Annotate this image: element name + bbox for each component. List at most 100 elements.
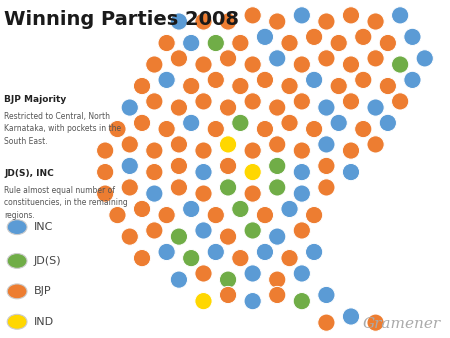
Circle shape <box>269 136 286 153</box>
Circle shape <box>170 228 188 245</box>
Text: JD(S), INC: JD(S), INC <box>4 169 54 178</box>
Circle shape <box>244 222 261 239</box>
Circle shape <box>269 228 286 245</box>
Circle shape <box>244 265 261 282</box>
Circle shape <box>281 249 298 267</box>
Text: Restricted to Central, North
Karnataka, with pockets in the
South East.: Restricted to Central, North Karnataka, … <box>4 112 122 146</box>
Circle shape <box>220 99 237 116</box>
Circle shape <box>170 136 188 153</box>
Circle shape <box>220 136 237 153</box>
Circle shape <box>232 200 249 218</box>
Circle shape <box>318 13 335 30</box>
Circle shape <box>355 28 372 46</box>
Circle shape <box>146 185 163 202</box>
Circle shape <box>146 56 163 73</box>
Circle shape <box>342 308 360 325</box>
Circle shape <box>170 271 188 288</box>
Circle shape <box>379 34 396 52</box>
Circle shape <box>207 34 225 52</box>
Circle shape <box>121 228 138 245</box>
Circle shape <box>293 142 310 159</box>
Circle shape <box>306 71 323 89</box>
Circle shape <box>306 120 323 138</box>
Circle shape <box>121 136 138 153</box>
Circle shape <box>121 157 138 174</box>
Circle shape <box>404 28 421 46</box>
Circle shape <box>392 93 409 110</box>
Circle shape <box>355 71 372 89</box>
Circle shape <box>269 286 286 304</box>
Circle shape <box>281 34 298 52</box>
Circle shape <box>244 292 261 310</box>
Circle shape <box>134 200 151 218</box>
Circle shape <box>232 77 249 95</box>
Circle shape <box>195 13 212 30</box>
Circle shape <box>269 157 286 174</box>
Circle shape <box>195 164 212 181</box>
Circle shape <box>134 249 151 267</box>
Circle shape <box>195 222 212 239</box>
Circle shape <box>97 164 114 181</box>
Circle shape <box>134 77 151 95</box>
Circle shape <box>195 56 212 73</box>
Circle shape <box>170 50 188 67</box>
Circle shape <box>146 164 163 181</box>
Circle shape <box>342 93 360 110</box>
Circle shape <box>306 207 323 224</box>
Circle shape <box>342 164 360 181</box>
Circle shape <box>121 99 138 116</box>
Circle shape <box>269 271 286 288</box>
Circle shape <box>256 207 274 224</box>
Circle shape <box>318 314 335 331</box>
Circle shape <box>293 164 310 181</box>
Circle shape <box>183 200 200 218</box>
Circle shape <box>170 157 188 174</box>
Text: Rule almost equal number of
constituencies, in the remaining
regions.: Rule almost equal number of constituenci… <box>4 186 128 220</box>
Circle shape <box>134 114 151 131</box>
Circle shape <box>183 34 200 52</box>
Circle shape <box>293 93 310 110</box>
Circle shape <box>158 207 175 224</box>
Circle shape <box>367 136 384 153</box>
Circle shape <box>256 120 274 138</box>
Circle shape <box>121 179 138 196</box>
Circle shape <box>170 179 188 196</box>
Circle shape <box>392 7 409 24</box>
Circle shape <box>416 50 433 67</box>
Circle shape <box>306 28 323 46</box>
Circle shape <box>244 93 261 110</box>
Circle shape <box>293 265 310 282</box>
Circle shape <box>342 142 360 159</box>
Circle shape <box>232 114 249 131</box>
Circle shape <box>330 34 347 52</box>
Circle shape <box>367 13 384 30</box>
Circle shape <box>342 7 360 24</box>
Circle shape <box>158 120 175 138</box>
Circle shape <box>207 243 225 261</box>
Circle shape <box>293 56 310 73</box>
Circle shape <box>97 142 114 159</box>
Circle shape <box>256 71 274 89</box>
Circle shape <box>158 71 175 89</box>
Circle shape <box>330 114 347 131</box>
Text: Gramener: Gramener <box>363 317 441 331</box>
Circle shape <box>318 99 335 116</box>
Circle shape <box>244 185 261 202</box>
Circle shape <box>207 207 225 224</box>
Circle shape <box>342 56 360 73</box>
Circle shape <box>244 164 261 181</box>
Circle shape <box>392 56 409 73</box>
Circle shape <box>256 243 274 261</box>
Text: BJP: BJP <box>34 286 51 296</box>
Circle shape <box>146 222 163 239</box>
Circle shape <box>281 77 298 95</box>
Circle shape <box>220 13 237 30</box>
Circle shape <box>220 50 237 67</box>
Circle shape <box>367 314 384 331</box>
Circle shape <box>293 185 310 202</box>
Circle shape <box>256 28 274 46</box>
Circle shape <box>195 93 212 110</box>
Text: JD(S): JD(S) <box>34 256 61 266</box>
Circle shape <box>97 185 114 202</box>
Circle shape <box>244 56 261 73</box>
